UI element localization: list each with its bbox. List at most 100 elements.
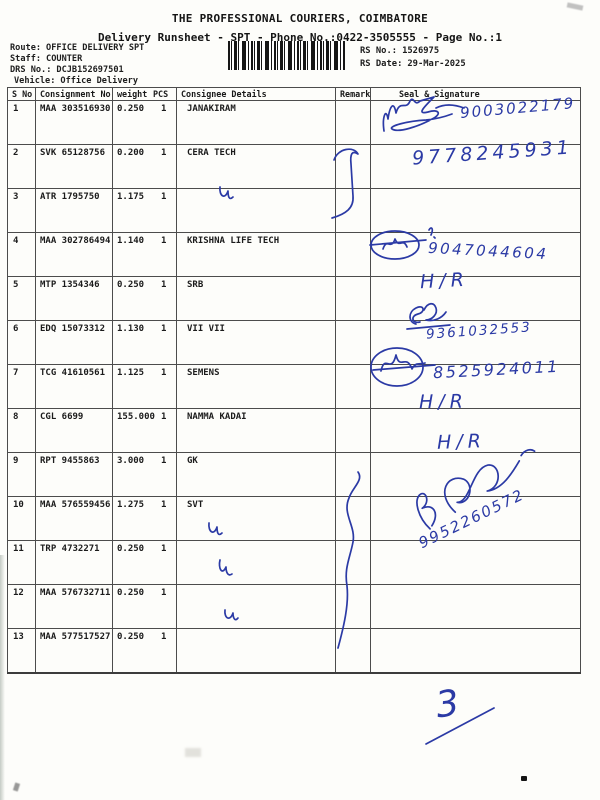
cell-seal — [370, 144, 581, 189]
rs-date-value: 29-Mar-2025 — [407, 59, 466, 69]
table-row: 11 TRP 4732271 0.250 1 — [7, 540, 581, 585]
cell-pcs: 1 — [161, 588, 167, 598]
col-header-seal: Seal & Signature — [370, 87, 581, 101]
cell-consignee: CERA TECH — [176, 144, 336, 189]
cell-consignment: MAA 303516930 — [35, 100, 113, 145]
col-header-consignment: Consignment No — [35, 87, 113, 101]
cell-consignee: SVT — [176, 496, 336, 541]
cell-weight: 155.000 — [117, 412, 155, 422]
cell-consignment: MAA 576559456 — [35, 496, 113, 541]
cell-seal — [370, 320, 581, 365]
cell-seal — [370, 496, 581, 541]
cell-weight-pcs: 1.275 1 — [112, 496, 177, 541]
cell-weight: 1.175 — [117, 192, 145, 202]
cell-seal — [370, 628, 581, 674]
cell-pcs: 1 — [161, 236, 167, 246]
cell-consignment: MTP 1354346 — [35, 276, 113, 321]
cell-weight: 1.275 — [117, 500, 145, 510]
cell-consignee — [176, 540, 336, 585]
table-row: 6 EDQ 15073312 1.130 1 VII VII — [7, 320, 581, 365]
staff-line: Staff: COUNTER — [10, 54, 144, 65]
col-header-pcs: PCS — [153, 89, 169, 99]
cell-consignee: JANAKIRAM — [176, 100, 336, 145]
cell-seal — [370, 408, 581, 453]
cell-remarks — [335, 100, 371, 145]
cell-remarks — [335, 452, 371, 497]
cell-consignee: GK — [176, 452, 336, 497]
cell-pcs: 1 — [161, 280, 167, 290]
cell-sno: 4 — [7, 232, 36, 277]
cell-seal — [370, 100, 581, 145]
table-row: 13 MAA 577517527 0.250 1 — [7, 628, 581, 674]
drs-no-label: DRS No.: — [10, 65, 52, 75]
bottom-mark-underline — [425, 707, 495, 745]
col-header-weight-pcs: weight PCS — [112, 87, 177, 101]
rs-no-line: RS No.: 1526975 — [360, 45, 466, 58]
rs-no-label: RS No.: — [360, 46, 398, 56]
barcode — [228, 41, 345, 70]
cell-weight: 0.250 — [117, 632, 145, 642]
cell-sno: 9 — [7, 452, 36, 497]
cell-consignee: KRISHNA LIFE TECH — [176, 232, 336, 277]
table-row: 7 TCG 41610561 1.125 1 SEMENS — [7, 364, 581, 409]
table-row: 1 MAA 303516930 0.250 1 JANAKIRAM — [7, 100, 581, 145]
cell-remarks — [335, 628, 371, 674]
cell-remarks — [335, 232, 371, 277]
scan-smudge-top-right — [566, 2, 584, 11]
cell-consignee: VII VII — [176, 320, 336, 365]
cell-weight: 0.200 — [117, 148, 145, 158]
scan-faint-pencil-mark — [185, 748, 201, 757]
cell-consignment: TRP 4732271 — [35, 540, 113, 585]
table-row: 8 CGL 6699 155.000 1 NAMMA KADAI — [7, 408, 581, 453]
cell-weight: 0.250 — [117, 588, 145, 598]
cell-remarks — [335, 320, 371, 365]
meta-right-block: RS No.: 1526975 RS Date: 29-Mar-2025 — [360, 45, 466, 71]
col-header-remarks: Remarks — [335, 87, 371, 101]
scan-ink-dot — [521, 776, 527, 781]
col-header-weight: weight — [117, 89, 148, 99]
cell-consignee: SEMENS — [176, 364, 336, 409]
cell-pcs: 1 — [161, 324, 167, 334]
cell-pcs: 1 — [161, 148, 167, 158]
table-row: 10 MAA 576559456 1.275 1 SVT — [7, 496, 581, 541]
rs-date-label: RS Date: — [360, 59, 403, 69]
cell-weight-pcs: 0.250 1 — [112, 628, 177, 674]
drs-no-line: DRS No.: DCJB152697501 — [10, 65, 144, 76]
cell-weight-pcs: 1.130 1 — [112, 320, 177, 365]
cell-seal — [370, 188, 581, 233]
scan-edge-shadow — [0, 555, 5, 800]
cell-consignment: SVK 65128756 — [35, 144, 113, 189]
cell-sno: 5 — [7, 276, 36, 321]
cell-consignment: MAA 577517527 — [35, 628, 113, 674]
page-subtitle: Delivery Runsheet - SPT - Phone No.:0422… — [98, 31, 502, 44]
cell-weight-pcs: 0.250 1 — [112, 584, 177, 629]
handwritten-bottom-mark: 3 — [433, 682, 462, 727]
cell-remarks — [335, 540, 371, 585]
cell-weight: 1.125 — [117, 368, 145, 378]
cell-remarks — [335, 276, 371, 321]
cell-seal — [370, 232, 581, 277]
cell-remarks — [335, 584, 371, 629]
cell-seal — [370, 540, 581, 585]
page-title: THE PROFESSIONAL COURIERS, COIMBATORE — [171, 12, 429, 25]
rs-date-line: RS Date: 29-Mar-2025 — [360, 58, 466, 71]
route-value: OFFICE DELIVERY SPT — [46, 43, 145, 53]
cell-seal — [370, 276, 581, 321]
cell-pcs: 1 — [161, 500, 167, 510]
cell-consignee — [176, 628, 336, 674]
cell-sno: 7 — [7, 364, 36, 409]
cell-pcs: 1 — [161, 104, 167, 114]
col-header-sno: S No — [7, 87, 36, 101]
cell-weight: 0.250 — [117, 544, 145, 554]
cell-sno: 6 — [7, 320, 36, 365]
cell-consignment: CGL 6699 — [35, 408, 113, 453]
cell-seal — [370, 452, 581, 497]
table-row: 4 MAA 302786494 1.140 1 KRISHNA LIFE TECH — [7, 232, 581, 277]
staff-value: COUNTER — [46, 54, 83, 64]
cell-sno: 8 — [7, 408, 36, 453]
cell-remarks — [335, 188, 371, 233]
cell-pcs: 1 — [161, 456, 167, 466]
cell-seal — [370, 584, 581, 629]
cell-remarks — [335, 144, 371, 189]
